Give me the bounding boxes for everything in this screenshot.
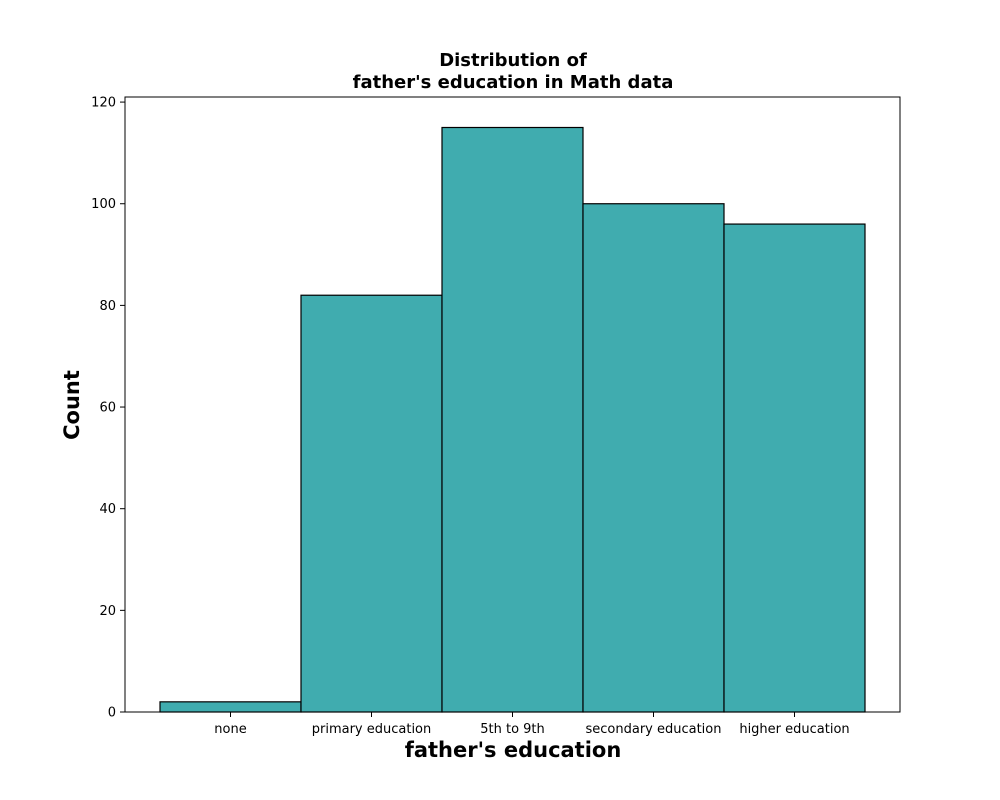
bar-2: [441, 126, 584, 713]
x-tick-label-3: secondary education: [585, 722, 721, 737]
bar-4: [723, 223, 866, 713]
y-tick-label-2: 40: [99, 502, 116, 517]
y-tick-label-3: 60: [99, 401, 116, 416]
y-tick-label-0: 0: [108, 706, 116, 721]
plot-frame: [124, 96, 901, 713]
x-axis: none primary education 5th to 9th secondary…: [214, 712, 850, 737]
x-tick-label-4: higher education: [739, 722, 849, 737]
x-tick-label-1: primary education: [312, 722, 432, 737]
bar-0: [159, 701, 302, 713]
x-tick-label-2: 5th to 9th: [480, 722, 545, 737]
x-axis-label: father's education: [405, 738, 622, 762]
y-axis-label: Count: [60, 370, 84, 440]
bars-group: [159, 126, 866, 713]
y-tick-label-6: 120: [91, 96, 116, 111]
y-tick-label-4: 80: [99, 299, 116, 314]
bar-3: [582, 203, 725, 713]
y-tick-label-1: 20: [99, 604, 116, 619]
y-axis: 0 20 40 60 80 100 120: [91, 96, 125, 721]
x-tick-label-0: none: [214, 722, 246, 737]
bar-1: [300, 294, 443, 713]
chart-title-line-1: Distribution of: [439, 50, 587, 71]
y-tick-label-5: 100: [91, 197, 116, 212]
chart-title-line-2: father's education in Math data: [353, 72, 674, 93]
